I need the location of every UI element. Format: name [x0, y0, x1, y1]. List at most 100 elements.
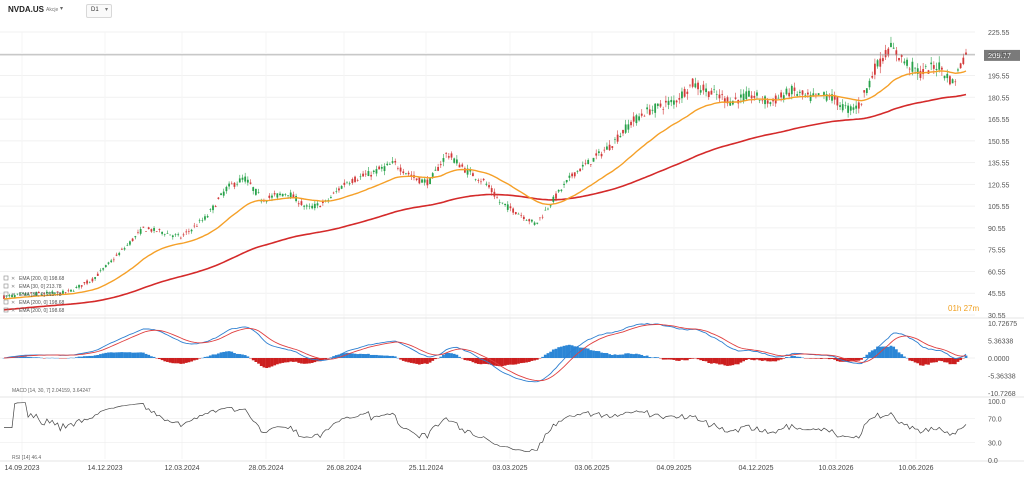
macd-histogram-bar	[439, 356, 443, 358]
candle-body	[713, 89, 716, 91]
macd-histogram-bar	[897, 352, 901, 358]
candle-body	[163, 234, 166, 235]
candle-body	[606, 146, 608, 150]
candle-body	[453, 158, 456, 163]
macd-histogram-bar	[415, 358, 419, 364]
symbol-dropdown-chevron-icon[interactable]: ▾	[60, 6, 64, 12]
macd-histogram-bar	[211, 354, 215, 358]
candle-body	[217, 197, 220, 199]
macd-histogram-bar	[527, 358, 531, 362]
candle-body	[560, 189, 563, 191]
macd-histogram-bar	[793, 355, 796, 358]
candle-body	[51, 291, 54, 294]
macd-histogram-bar	[139, 352, 143, 358]
macd-histogram-bar	[372, 354, 376, 358]
macd-legend: MACD [14, 30, 7] 2.04159, 3.64247	[12, 388, 91, 394]
macd-histogram-bar	[230, 351, 234, 358]
legend-settings-icon	[3, 275, 9, 281]
candle-body	[126, 244, 129, 246]
candle-body	[488, 185, 490, 188]
macd-histogram-bar	[819, 358, 823, 359]
macd-histogram-bar	[289, 358, 293, 362]
candle-body	[748, 90, 750, 97]
macd-histogram-bar	[551, 349, 555, 358]
macd-histogram-bar	[332, 356, 335, 358]
macd-histogram-bar	[235, 353, 239, 358]
candle-body	[45, 291, 48, 294]
macd-histogram-bar	[559, 346, 563, 358]
candle-body	[683, 88, 686, 97]
macd-histogram-bar	[401, 358, 405, 361]
macd-histogram-bar	[758, 358, 762, 361]
rsi-axis-tick: 100.0	[988, 399, 1006, 406]
candle-body	[316, 203, 319, 206]
candle-body	[806, 92, 809, 95]
candle-body	[439, 164, 442, 166]
macd-histogram-bar	[667, 358, 670, 360]
candle-body	[80, 285, 83, 287]
macd-histogram-bar	[835, 358, 839, 362]
macd-histogram-bar	[811, 358, 815, 359]
macd-histogram-bar	[99, 354, 102, 358]
symbol-name[interactable]: NVDA.US	[8, 5, 45, 14]
candle-body	[201, 220, 204, 221]
candle-body	[951, 79, 954, 84]
macd-histogram-bar	[246, 356, 250, 358]
candle-body	[670, 99, 673, 103]
candle-body	[442, 158, 445, 162]
macd-histogram-bar	[82, 356, 86, 358]
candle-body	[134, 236, 137, 238]
macd-histogram-bar	[482, 358, 486, 364]
macd-histogram-bar	[626, 353, 630, 358]
legend-settings-icon	[3, 283, 9, 289]
candle-body	[27, 294, 30, 296]
candle-body	[204, 216, 206, 220]
candle-body	[962, 57, 965, 64]
candle-body	[616, 134, 619, 142]
candle-body	[812, 93, 815, 96]
candle-body	[938, 62, 941, 70]
candle-body	[303, 205, 306, 207]
macd-histogram-bar	[889, 345, 893, 358]
macd-histogram-bar	[546, 353, 550, 358]
candle-body	[557, 189, 560, 192]
candle-body	[313, 203, 316, 209]
candle-body	[726, 97, 729, 104]
price-axis-tick: 210.55	[988, 52, 1010, 59]
macd-histogram-bar	[584, 348, 587, 358]
macd-histogram-bar	[959, 358, 963, 361]
time-axis-label: 04.09.2025	[656, 465, 691, 472]
macd-histogram-bar	[431, 358, 435, 361]
candle-body	[418, 177, 421, 184]
macd-histogram-bar	[779, 358, 783, 360]
candle-body	[54, 292, 56, 294]
candle-body	[849, 106, 852, 111]
candle-body	[75, 286, 78, 288]
candle-body	[675, 100, 678, 103]
macd-histogram-bar	[101, 353, 105, 358]
macd-histogram-bar	[683, 358, 687, 361]
macd-histogram-bar	[487, 358, 491, 365]
candle-body	[804, 94, 807, 96]
macd-histogram-bar	[324, 358, 327, 360]
candle-body	[480, 181, 482, 183]
macd-histogram-bar	[385, 355, 389, 358]
candle-body	[32, 293, 35, 295]
timeframe-select[interactable]: D1 ▾	[86, 4, 112, 18]
candle-body	[332, 192, 335, 194]
macd-histogram-bar	[404, 358, 408, 362]
candle-body	[568, 175, 571, 178]
macd-histogram-bar	[610, 354, 614, 358]
candle-body	[137, 232, 139, 233]
macd-histogram-bar	[74, 357, 78, 358]
candle-body	[815, 93, 817, 95]
macd-histogram-bar	[718, 358, 721, 365]
macd-histogram-bar	[136, 352, 140, 358]
macd-histogram-bar	[353, 353, 357, 358]
macd-histogram-bar	[187, 358, 191, 363]
candle-body	[603, 149, 606, 151]
macd-histogram-bar	[685, 358, 689, 361]
macd-histogram-bar	[128, 352, 132, 358]
macd-histogram-bar	[450, 353, 453, 358]
